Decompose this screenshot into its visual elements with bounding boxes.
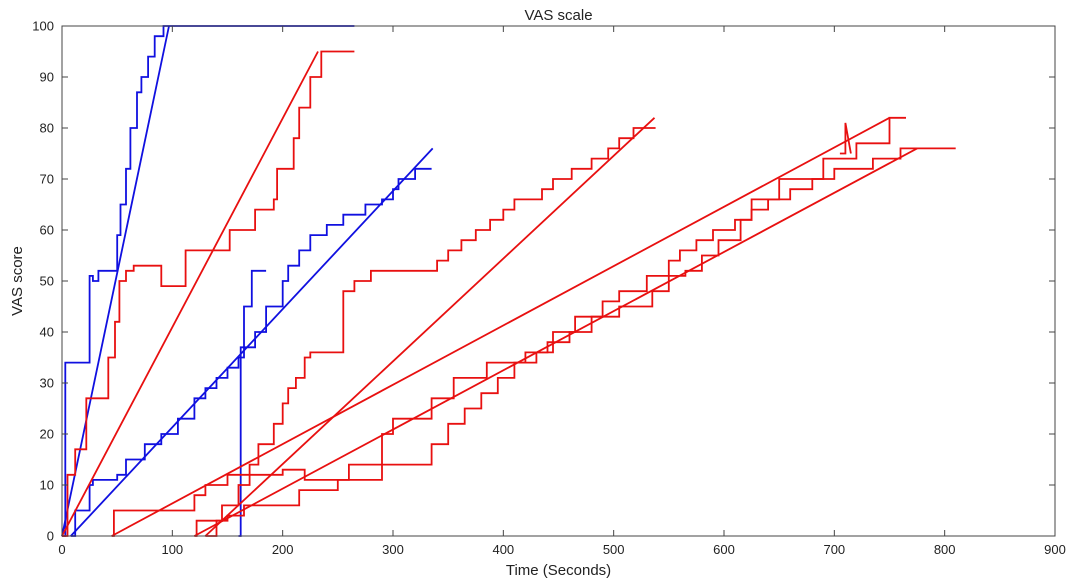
y-tick-label: 90 <box>40 70 54 85</box>
y-axis-label: VAS score <box>9 246 26 316</box>
series-line-red-10 <box>111 116 906 537</box>
series-line-red-7 <box>61 51 319 537</box>
y-tick-label: 100 <box>32 19 54 34</box>
y-tick-label: 40 <box>40 325 54 340</box>
series-line-blue-1 <box>62 25 355 537</box>
x-tick-label: 600 <box>713 542 735 557</box>
y-tick-label: 60 <box>40 223 54 238</box>
x-tick-label: 300 <box>382 542 404 557</box>
x-tick-label: 100 <box>161 542 183 557</box>
axis-layer <box>61 25 1056 537</box>
series-line-blue-3 <box>70 167 432 537</box>
series-line-red-13 <box>193 147 918 537</box>
x-tick-label: 900 <box>1044 542 1066 557</box>
chart-title: VAS scale <box>524 7 592 24</box>
series-line-blue-4 <box>70 147 434 537</box>
y-tick-label: 30 <box>40 376 54 391</box>
series-line-red-12 <box>194 147 956 537</box>
series-line-blue-5 <box>238 269 267 537</box>
x-tick-label: 400 <box>492 542 514 557</box>
tick-layer: 0 100 200 300 400 500 600 700 800 900 0 10 20 30 40 50 6… <box>32 19 1066 558</box>
y-tick-label: 70 <box>40 172 54 187</box>
series-layer <box>61 25 956 537</box>
y-tick-label: 50 <box>40 274 54 289</box>
y-tick-label: 80 <box>40 121 54 136</box>
x-axis-label: Time (Seconds) <box>506 562 611 579</box>
x-tick-label: 0 <box>58 542 65 557</box>
series-line-red-8 <box>205 127 656 537</box>
x-tick-label: 700 <box>823 542 845 557</box>
y-tick-label: 20 <box>40 427 54 442</box>
x-tick-label: 800 <box>934 542 956 557</box>
plot-frame <box>61 25 1056 537</box>
y-tick-label: 0 <box>47 529 54 544</box>
x-tick-label: 200 <box>272 542 294 557</box>
series-line-red-14 <box>839 122 852 155</box>
series-line-blue-2 <box>61 25 170 537</box>
series-line-red-9 <box>204 117 656 537</box>
series-line-red-11 <box>111 117 890 537</box>
series-line-red-6 <box>62 50 355 537</box>
y-tick-label: 10 <box>40 478 54 493</box>
x-tick-label: 500 <box>603 542 625 557</box>
